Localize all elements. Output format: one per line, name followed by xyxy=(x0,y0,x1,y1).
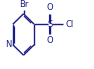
Text: S: S xyxy=(47,20,53,29)
Text: Cl: Cl xyxy=(66,20,74,29)
Text: Br: Br xyxy=(19,0,28,9)
Text: O: O xyxy=(47,3,53,12)
Text: O: O xyxy=(47,36,53,45)
Text: N: N xyxy=(6,40,12,49)
